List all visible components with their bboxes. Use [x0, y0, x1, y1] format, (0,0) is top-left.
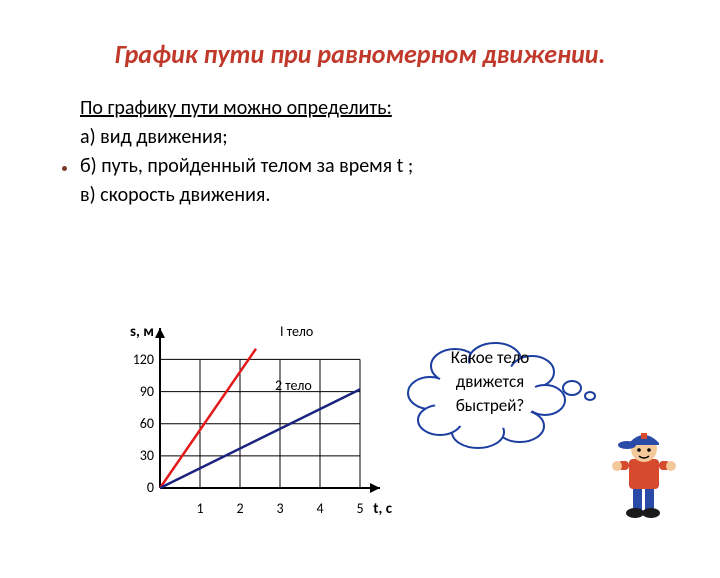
boy-character-icon: [605, 423, 680, 518]
cloud-l2: движется: [430, 370, 550, 394]
distance-time-chart: 0 30 60 90 120 1 2 3 4 5 s, м t, с I тел…: [110, 318, 410, 538]
svg-text:5: 5: [356, 500, 363, 517]
svg-text:0: 0: [147, 479, 154, 496]
svg-text:90: 90: [140, 383, 154, 400]
page-title: График пути при равномерном движении.: [0, 38, 720, 70]
cloud-l1: Какое тело: [430, 346, 550, 370]
axes: [155, 328, 380, 493]
cloud-l3: быстрей?: [430, 394, 550, 418]
x-ticks: 1 2 3 4 5: [196, 500, 363, 517]
series-1: [160, 349, 256, 488]
series1-label: I тело: [280, 323, 313, 340]
svg-text:3: 3: [276, 500, 283, 517]
y-ticks: 0 30 60 90 120: [133, 351, 154, 496]
grid: [160, 359, 360, 488]
svg-text:30: 30: [140, 447, 154, 464]
svg-text:1: 1: [196, 500, 203, 517]
svg-text:4: 4: [316, 500, 323, 517]
svg-text:2: 2: [236, 500, 243, 517]
item-a: а) вид движения;: [80, 123, 720, 152]
item-b: б) путь, пройденный телом за время t ;: [80, 152, 720, 181]
series-2: [160, 389, 360, 488]
body-text-block: По графику пути можно определить: а) вид…: [80, 94, 720, 210]
x-axis-label: t, с: [373, 500, 392, 518]
y-axis-label: s, м: [130, 323, 154, 341]
svg-text:120: 120: [133, 351, 154, 368]
series2-label: 2 тело: [275, 377, 312, 394]
intro-line: По графику пути можно определить:: [80, 94, 720, 123]
svg-text:60: 60: [140, 415, 154, 432]
item-c: в) скорость движения.: [80, 181, 720, 210]
bullet-dot: [62, 166, 67, 171]
cloud-text: Какое тело движется быстрей?: [430, 346, 550, 417]
